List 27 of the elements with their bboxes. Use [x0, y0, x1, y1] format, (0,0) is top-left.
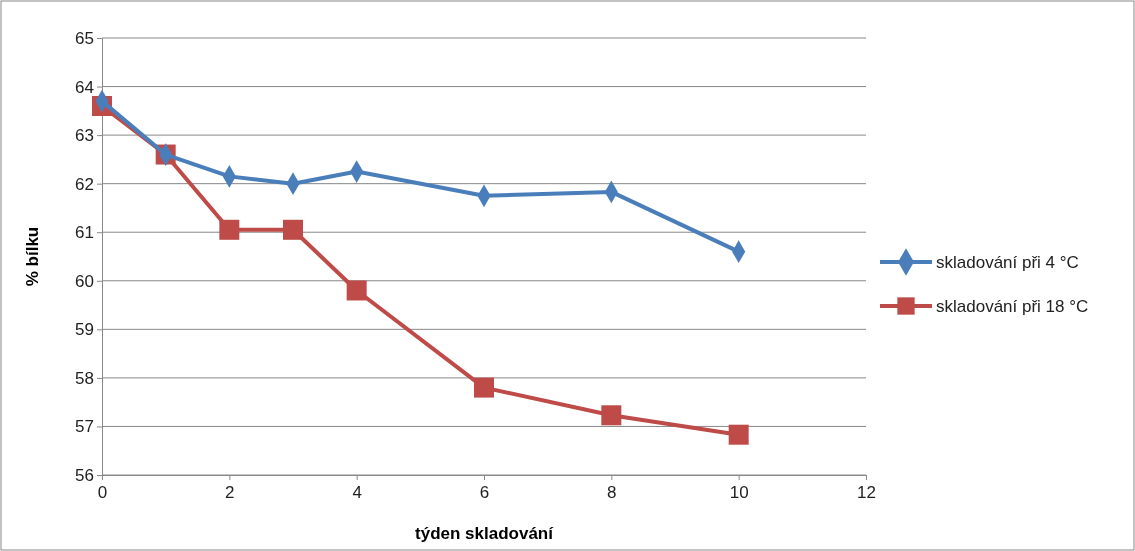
point	[346, 280, 367, 301]
point	[728, 424, 749, 445]
point	[474, 377, 494, 398]
x-tick-label: 10	[729, 483, 749, 503]
x-tick-label: 12	[857, 483, 876, 503]
legend-label: skladování při 18 °C	[936, 297, 1089, 316]
x-tick-label: 4	[352, 483, 362, 503]
y-tick-label: 63	[75, 126, 94, 146]
y-tick-label: 65	[75, 28, 94, 48]
y-tick-label: 61	[75, 223, 94, 243]
x-axis-title: týden skladování	[415, 524, 555, 543]
y-axis-title: % bílku	[23, 226, 42, 287]
x-tick-label: 6	[479, 483, 490, 503]
y-tick-label: 62	[75, 174, 94, 194]
x-tick-label: 8	[607, 483, 617, 503]
y-tick-label: 58	[75, 368, 94, 388]
y-tick-label: 56	[75, 465, 94, 485]
point	[283, 219, 303, 240]
y-tick-label: 57	[75, 417, 94, 437]
y-tick-label: 59	[75, 320, 94, 340]
legend-label: skladování při 4 °C	[936, 253, 1079, 272]
point	[601, 405, 622, 426]
y-tick-label: 60	[75, 271, 94, 291]
y-tick-label: 64	[75, 77, 94, 97]
point	[219, 219, 240, 240]
x-tick-label: 0	[97, 483, 108, 503]
x-tick-label: 2	[225, 483, 235, 503]
